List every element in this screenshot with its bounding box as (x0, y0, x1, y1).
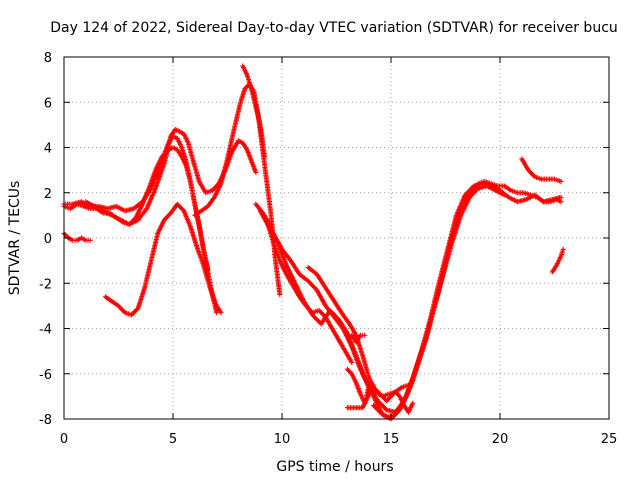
series-track-11 (264, 217, 355, 365)
series-track-5 (240, 63, 268, 160)
x-tick-label: 20 (492, 432, 509, 447)
y-tick-label: 8 (44, 51, 52, 66)
x-tick-label: 15 (383, 432, 400, 447)
data-point (558, 178, 564, 184)
series-track-7 (102, 201, 224, 318)
series-track-9 (257, 183, 507, 422)
y-tick-label: 0 (44, 232, 52, 247)
data-point (262, 154, 268, 160)
series-track-2 (61, 133, 211, 273)
y-tick-label: -2 (39, 277, 52, 292)
series-track-12 (371, 178, 564, 420)
plot-markers (61, 63, 566, 422)
data-point (558, 194, 564, 200)
series-track-10 (305, 264, 411, 399)
series-track-14 (549, 246, 566, 275)
data-point (501, 192, 507, 198)
data-point (371, 382, 377, 388)
x-tick-labels: 0 5 10 15 20 25 (60, 432, 617, 447)
x-tick-label: 25 (601, 432, 618, 447)
y-tick-label: 4 (44, 142, 52, 157)
y-tick-labels: -8 -6 -4 -2 0 2 4 6 8 (39, 51, 52, 428)
y-tick-label: -6 (39, 368, 52, 383)
data-point (558, 199, 564, 205)
x-tick-label: 10 (274, 432, 291, 447)
axis-ticks (63, 56, 610, 420)
x-axis-label: GPS time / hours (276, 459, 393, 475)
x-tick-label: 0 (60, 432, 68, 447)
series-track-16 (349, 332, 368, 345)
x-tick-label: 5 (169, 432, 177, 447)
y-axis-label: SDTVAR / TECUs (7, 181, 23, 296)
data-point (277, 292, 283, 298)
y-tick-label: 6 (44, 96, 52, 111)
data-point (362, 332, 368, 338)
y-tick-label: -8 (39, 413, 52, 428)
series-track-6 (61, 230, 93, 243)
data-point (349, 359, 355, 365)
data-point (214, 310, 220, 316)
y-tick-label: -4 (39, 323, 52, 338)
data-point (218, 310, 224, 316)
grid-lines (64, 57, 609, 419)
data-point (560, 246, 566, 252)
data-point (410, 400, 416, 406)
chart-title: Day 124 of 2022, Sidereal Day-to-day VTE… (50, 20, 618, 36)
y-tick-label: 2 (44, 187, 52, 202)
series-track-13 (519, 156, 564, 184)
series-outliers (344, 382, 377, 411)
data-point (253, 169, 259, 175)
data-point (87, 237, 93, 243)
